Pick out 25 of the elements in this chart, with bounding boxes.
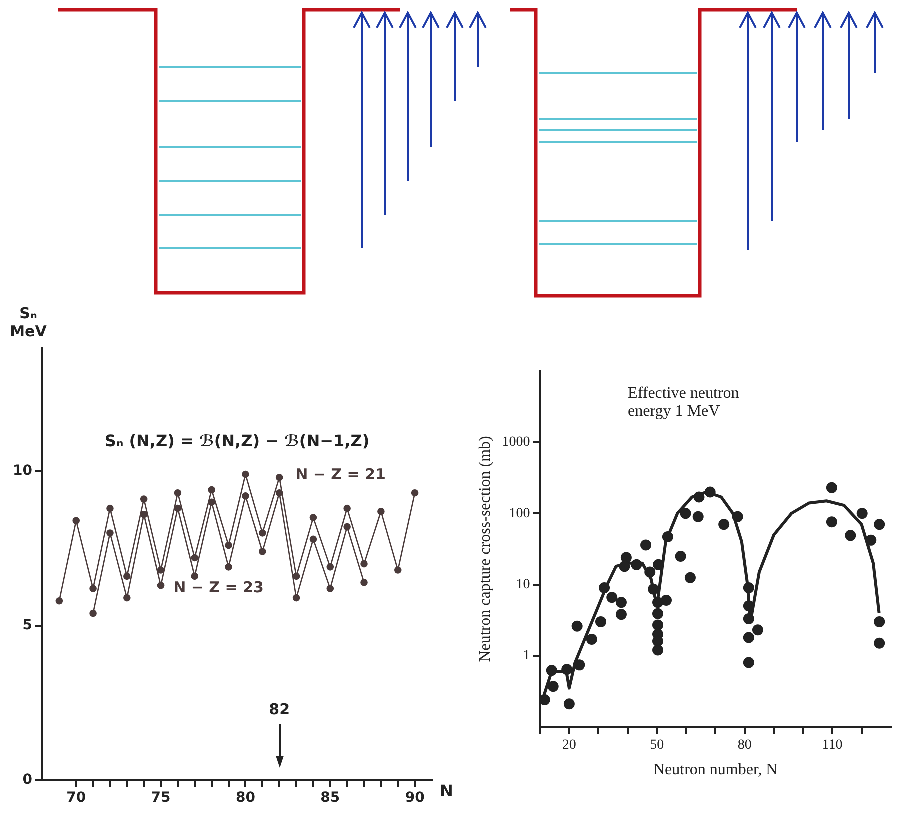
- annotation: Effective neutron energy 1 MeV: [628, 384, 740, 420]
- annotation: Sₙ (N,Z) = ℬ(N,Z) − ℬ(N−1,Z): [104, 432, 370, 451]
- y-tick-label: 1: [523, 648, 530, 664]
- x-tick-label: 80: [236, 790, 256, 806]
- x-axis-title: N: [440, 781, 454, 800]
- x-tick-label: 80: [738, 738, 752, 754]
- y-tick-label: 10: [13, 463, 33, 480]
- y-tick-label: 100: [509, 506, 530, 522]
- series-label: N − Z = 21: [296, 466, 386, 484]
- x-tick-label: 20: [562, 738, 576, 754]
- y-axis-title: Neutron capture cross-section (mb): [476, 436, 494, 662]
- x-tick-label: 90: [405, 790, 426, 806]
- ref-line-label: 82: [269, 700, 290, 719]
- x-tick-label: 85: [320, 790, 340, 806]
- x-axis-title: Neutron number, N: [653, 762, 778, 779]
- y-tick-label: 10: [516, 577, 530, 592]
- x-tick-label: 75: [151, 790, 171, 806]
- y-tick-label: 0: [22, 772, 33, 788]
- x-tick-label: 50: [650, 738, 664, 754]
- series-label: N − Z = 23: [174, 578, 264, 597]
- y-axis-title: Sₙ MeV: [10, 304, 48, 340]
- y-tick-label: 5: [22, 617, 32, 634]
- y-tick-label: 1000: [502, 435, 530, 450]
- x-tick-label: 110: [822, 738, 843, 754]
- x-tick-label: 70: [66, 790, 86, 806]
